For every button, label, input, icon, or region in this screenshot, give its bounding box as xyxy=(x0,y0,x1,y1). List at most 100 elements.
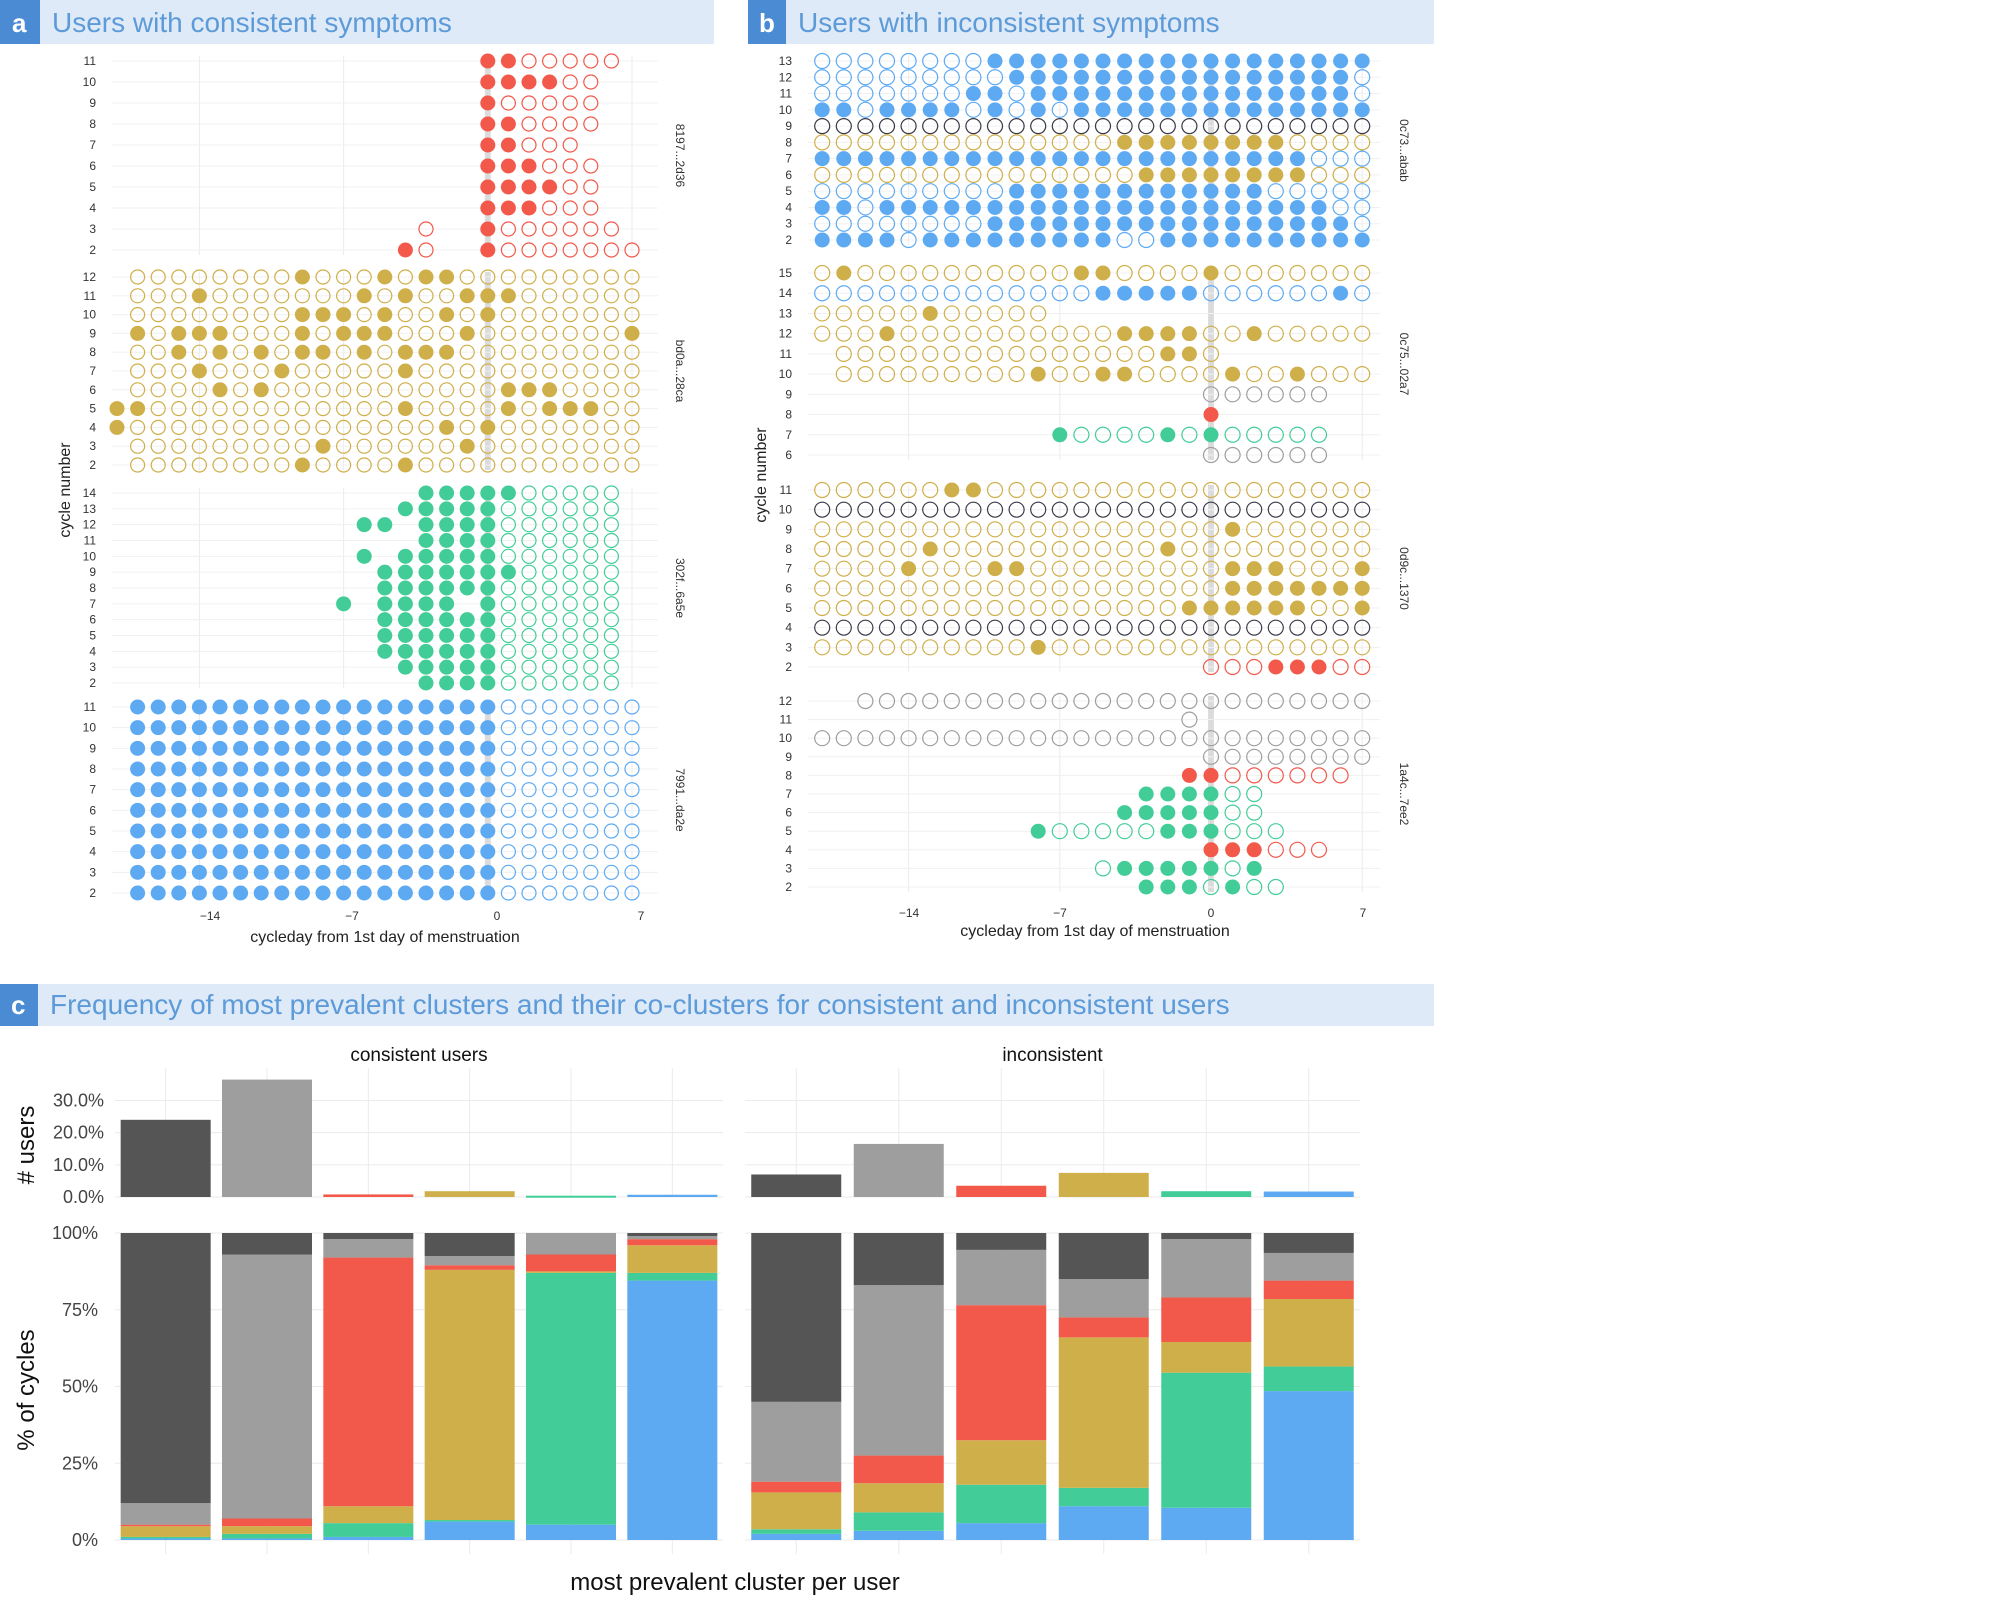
symptom-dot xyxy=(356,548,372,564)
tracked-dot xyxy=(541,116,558,132)
tracked-dot xyxy=(1008,285,1025,302)
tracked-dot xyxy=(814,52,831,70)
tracked-dot xyxy=(212,419,228,435)
cycle-label: 5 xyxy=(89,824,96,838)
symptom-dot xyxy=(418,699,434,715)
users-bar xyxy=(1263,1191,1354,1197)
tracked-dot xyxy=(521,627,537,644)
tracked-dot xyxy=(521,844,537,860)
tracked-dot xyxy=(439,382,455,398)
symptom-dot xyxy=(377,761,393,777)
tracked-dot xyxy=(500,419,516,435)
tracked-dot xyxy=(814,730,831,747)
symptom-dot xyxy=(521,382,537,398)
symptom-dot xyxy=(1160,216,1176,232)
tracked-dot xyxy=(1332,639,1349,656)
symptom-dot xyxy=(439,548,455,564)
cycle-label: 2 xyxy=(785,233,792,247)
tracked-dot xyxy=(922,285,939,302)
tracked-dot xyxy=(1310,599,1328,617)
tracked-dot xyxy=(541,885,558,901)
tracked-dot xyxy=(500,659,516,675)
symptom-dot xyxy=(1160,879,1176,895)
tracked-dot xyxy=(603,419,620,435)
symptom-dot xyxy=(944,151,960,167)
tracked-dot xyxy=(1202,730,1220,747)
users-ylabel: # users xyxy=(13,1106,40,1185)
tracked-dot xyxy=(583,242,599,258)
symptom-dot xyxy=(315,740,331,756)
tracked-dot xyxy=(397,382,413,398)
tracked-dot xyxy=(1246,481,1263,499)
tracked-dot xyxy=(1181,264,1198,282)
tracked-dot xyxy=(583,363,599,379)
tracked-dot xyxy=(1289,264,1306,282)
symptom-dot xyxy=(624,325,640,341)
symptom-dot xyxy=(418,720,434,736)
tracked-dot xyxy=(562,761,578,777)
symptom-dot xyxy=(1181,216,1197,232)
cycle-label: 7 xyxy=(785,562,792,576)
tracked-dot xyxy=(1094,166,1112,184)
symptom-dot xyxy=(480,740,496,756)
tracked-dot xyxy=(521,864,537,880)
symptom-dot xyxy=(542,179,558,195)
symptom-dot xyxy=(480,802,496,818)
symptom-dot xyxy=(336,823,352,839)
cycles-bar-segment xyxy=(1058,1506,1149,1540)
symptom-dot xyxy=(377,580,393,596)
symptom-dot xyxy=(356,344,372,360)
symptom-dot xyxy=(212,802,228,818)
symptom-dot xyxy=(1203,805,1219,821)
tracked-dot xyxy=(1246,446,1263,464)
tracked-dot xyxy=(541,720,558,736)
tracked-dot xyxy=(191,269,207,285)
tracked-dot xyxy=(1116,823,1133,840)
cycle-label: 2 xyxy=(89,458,96,472)
tracked-dot xyxy=(1008,481,1025,499)
symptom-dot xyxy=(356,885,372,901)
tracked-dot xyxy=(253,438,269,454)
tracked-dot xyxy=(541,823,558,839)
symptom-dot xyxy=(315,307,331,323)
cycles-bar-segment xyxy=(424,1265,515,1270)
tracked-dot xyxy=(1332,658,1349,676)
symptom-dot xyxy=(1138,53,1154,69)
symptom-dot xyxy=(480,517,496,533)
symptom-dot xyxy=(191,782,207,798)
cycles-bar-segment xyxy=(956,1484,1047,1524)
users-bar xyxy=(1058,1172,1149,1197)
tracked-dot xyxy=(521,419,537,435)
tracked-dot xyxy=(857,69,874,86)
tracked-dot xyxy=(521,288,537,304)
tracked-dot xyxy=(541,761,558,777)
tracked-dot xyxy=(1289,540,1306,558)
tracked-dot xyxy=(986,183,1004,200)
tracked-dot xyxy=(986,599,1004,617)
tracked-dot xyxy=(1332,521,1349,538)
cycle-label: 9 xyxy=(785,387,792,401)
tracked-dot xyxy=(857,134,874,151)
symptom-dot xyxy=(1138,786,1154,802)
tracked-dot xyxy=(835,183,852,200)
symptom-dot xyxy=(1246,167,1262,183)
symptom-dot xyxy=(1138,879,1154,895)
tracked-dot xyxy=(521,720,537,736)
tracked-dot xyxy=(1289,501,1306,518)
symptom-dot xyxy=(1333,580,1349,596)
tracked-dot xyxy=(562,802,578,818)
tracked-dot xyxy=(1289,639,1306,656)
symptom-dot xyxy=(233,699,249,715)
tracked-dot xyxy=(1354,325,1371,342)
tracked-dot xyxy=(986,540,1004,558)
symptom-dot xyxy=(315,864,331,880)
tracked-dot xyxy=(1310,540,1328,558)
symptom-dot xyxy=(1268,600,1284,616)
tracked-dot xyxy=(814,599,831,617)
symptom-dot xyxy=(1225,102,1241,118)
tracked-dot xyxy=(212,288,228,304)
tracked-dot xyxy=(500,221,516,237)
symptom-dot xyxy=(1138,199,1154,215)
tracked-dot xyxy=(1224,804,1241,821)
tracked-dot xyxy=(857,692,874,710)
